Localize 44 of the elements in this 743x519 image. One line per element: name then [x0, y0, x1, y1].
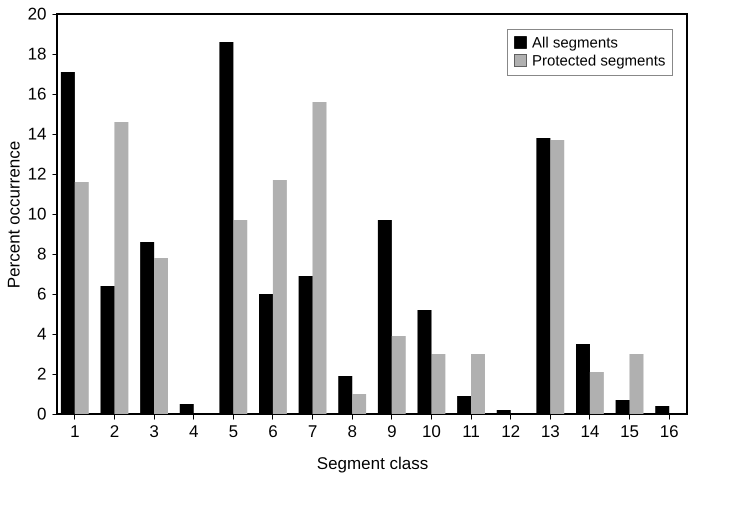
x-tick-label: 2	[110, 422, 120, 441]
bar	[431, 354, 446, 414]
x-tick-label: 8	[347, 422, 357, 441]
y-tick-label: 2	[37, 364, 46, 384]
bar	[470, 354, 485, 414]
x-tick-label: 14	[580, 422, 600, 441]
x-tick-label: 1	[70, 422, 80, 441]
x-tick-label: 12	[501, 422, 520, 441]
x-tick-label: 9	[387, 422, 397, 441]
y-tick-label: 0	[37, 404, 46, 424]
x-tick-label: 3	[149, 422, 159, 441]
y-tick-label: 8	[37, 244, 46, 264]
x-tick-label: 13	[540, 422, 560, 441]
x-tick-label: 15	[620, 422, 640, 441]
bar	[352, 394, 366, 414]
x-tick-label: 16	[660, 422, 679, 441]
y-tick-label: 20	[28, 4, 46, 24]
bar	[392, 336, 406, 414]
bar	[114, 122, 128, 414]
bar	[233, 220, 248, 414]
y-axis-title: Percent occurrence	[4, 140, 24, 288]
x-tick-label: 7	[308, 422, 318, 441]
bar	[74, 182, 89, 414]
bar	[154, 258, 168, 414]
x-tick-label: 5	[228, 422, 238, 441]
legend-label: All segments	[532, 34, 618, 52]
bar	[590, 372, 604, 414]
bar	[272, 180, 287, 414]
bar	[550, 140, 564, 414]
legend-label: Protected segments	[532, 52, 666, 70]
y-tick-label: 6	[37, 284, 46, 304]
y-tick-label: 18	[28, 44, 46, 64]
bar	[312, 102, 326, 414]
x-axis-title: Segment class	[316, 454, 428, 473]
x-tick-label: 6	[268, 422, 278, 441]
bar	[629, 354, 644, 414]
y-tick-label: 4	[37, 324, 46, 344]
y-tick-label: 10	[28, 204, 46, 224]
y-tick-label: 14	[28, 124, 46, 144]
x-tick-label: 11	[462, 422, 480, 441]
x-tick-label: 10	[422, 422, 441, 441]
x-tick-label: 4	[188, 422, 198, 441]
y-tick-label: 12	[28, 164, 46, 184]
y-tick-label: 16	[28, 84, 46, 104]
